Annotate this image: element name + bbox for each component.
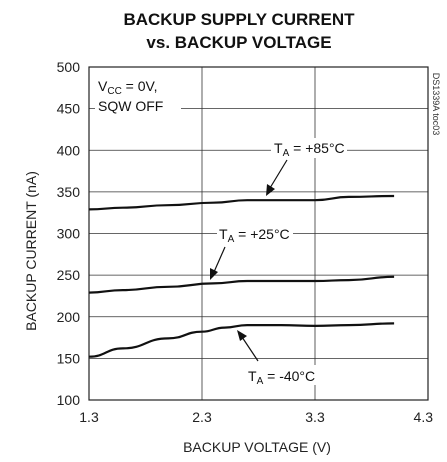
chart-title-line2: vs. BACKUP VOLTAGE [146,33,331,52]
series-label-25c: TA = +25°C [219,226,290,245]
series-line-25c [88,275,395,294]
y-tick-label: 450 [57,101,81,117]
y-tick-label: 350 [57,184,81,200]
y-tick-label: 400 [57,142,81,158]
arrow-25c-head [210,268,218,280]
arrow-85c-head [266,184,275,196]
chart-title-line1: BACKUP SUPPLY CURRENT [123,10,355,29]
y-tick-label: 250 [57,267,81,283]
conditions-line2: SQW OFF [98,98,163,114]
x-tick-label: 2.3 [192,409,212,425]
series-label-minus40c: TA = -40°C [248,368,315,387]
label-25-background [217,224,293,244]
y-axis-label: BACKUP CURRENT (nA) [23,171,39,331]
figure-id: DS1339A toc03 [431,73,441,136]
arrow-minus40c-head [237,330,247,341]
x-tick-label: 3.3 [305,409,325,425]
y-tick-label: 300 [57,226,81,242]
series-group [88,194,395,358]
y-tick-label: 150 [57,350,81,366]
x-axis-label: BACKUP VOLTAGE (V) [183,439,331,455]
series-line-minus40c [88,322,395,358]
y-tick-label: 200 [57,309,81,325]
label-85-background [271,138,347,158]
x-tick-label: 4.3 [414,409,434,425]
y-tick-label: 100 [57,392,81,408]
conditions-line1: VCC = 0V, [98,78,157,97]
series-label-85c: TA = +85°C [274,140,345,159]
arrow-85c-shaft [269,159,288,189]
tick-labels: 100 150 200 250 300 350 400 450 500 1.3 2.3 3.3 4.3 [57,59,434,425]
series-line-85c [88,194,395,211]
arrow-minus40c-shaft [241,336,259,362]
conditions-background [95,76,181,114]
y-tick-label: 500 [57,59,81,75]
label-40-background [245,365,321,385]
plot-frame [88,66,429,401]
arrow-25c-shaft [213,246,226,273]
x-tick-label: 1.3 [79,409,99,425]
